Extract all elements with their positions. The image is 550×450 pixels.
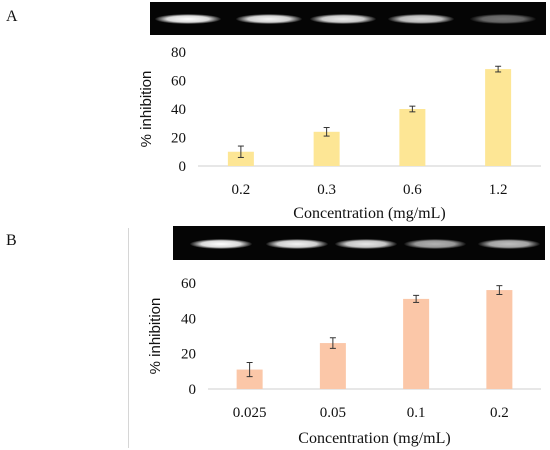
y-tick-label: 20: [181, 347, 196, 363]
y-tick-label: 80: [171, 45, 186, 61]
gel-image-a: [150, 2, 546, 35]
x-tick-label: 0.6: [403, 182, 422, 198]
x-tick-label: 0.025: [233, 405, 267, 421]
panel-a-label: A: [6, 8, 18, 25]
bar: [236, 369, 263, 389]
bar: [227, 151, 254, 166]
gel-band: [155, 14, 221, 24]
bar: [486, 290, 513, 389]
x-axis-title: Concentration (mg/mL): [293, 205, 445, 222]
gel-band: [388, 14, 454, 24]
gel-band: [190, 239, 252, 249]
gel-image-b: [173, 226, 545, 260]
gel-band: [470, 14, 536, 24]
gel-band: [404, 239, 466, 249]
gel-band: [266, 239, 328, 249]
y-tick-label: 20: [171, 131, 186, 147]
x-tick-label: 0.1: [407, 405, 426, 421]
bar: [399, 109, 426, 166]
bar: [319, 343, 346, 389]
panel-divider: [128, 228, 129, 448]
bar: [485, 69, 512, 166]
gel-band: [310, 14, 376, 24]
y-tick-label: 0: [179, 159, 187, 175]
gel-band: [236, 14, 302, 24]
x-tick-label: 0.3: [317, 182, 336, 198]
y-axis-title: % inhibition: [147, 298, 164, 375]
gel-band: [335, 239, 397, 249]
gel-band: [478, 239, 540, 249]
bar: [313, 131, 340, 166]
y-tick-label: 40: [181, 311, 196, 327]
x-tick-label: 0.2: [232, 182, 251, 198]
y-tick-label: 60: [181, 276, 196, 292]
x-tick-label: 0.2: [490, 405, 509, 421]
y-tick-label: 0: [189, 382, 197, 398]
bar: [403, 298, 430, 389]
x-tick-label: 1.2: [489, 182, 508, 198]
y-tick-label: 60: [171, 74, 186, 90]
y-axis-title: % inhibition: [138, 71, 155, 148]
x-tick-label: 0.05: [320, 405, 346, 421]
x-axis-title: Concentration (mg/mL): [298, 430, 450, 447]
panel-b-label: B: [6, 232, 17, 249]
y-tick-label: 40: [171, 102, 186, 118]
